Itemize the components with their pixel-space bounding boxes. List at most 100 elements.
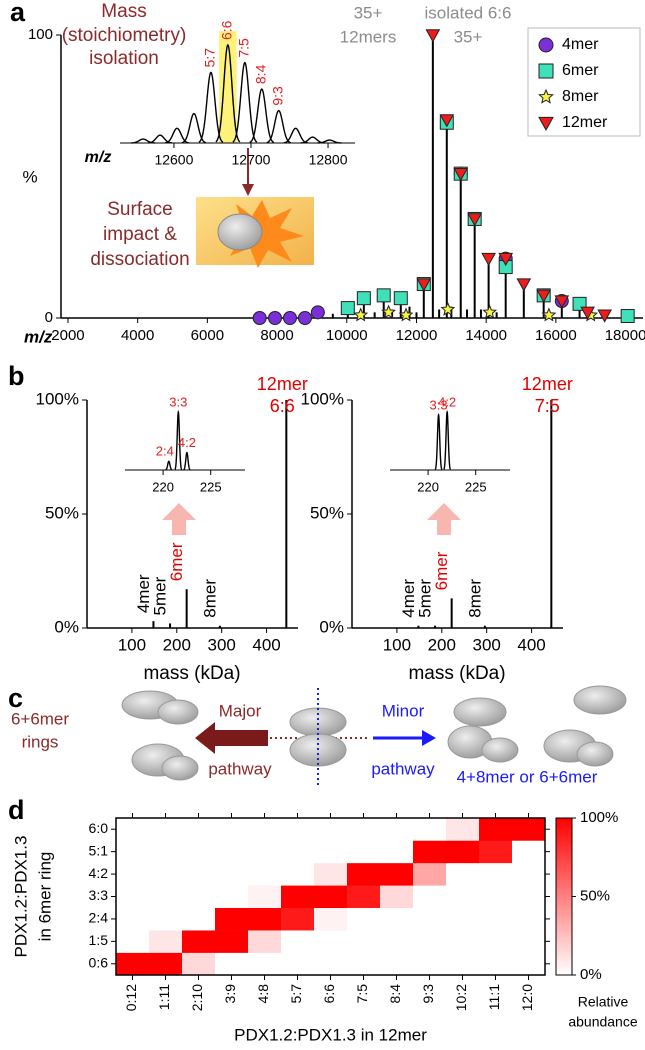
heat-cell: [116, 930, 150, 953]
heat-cell: [248, 840, 282, 864]
annotation: Surface: [107, 199, 172, 220]
peak-label: 7:5: [236, 38, 252, 58]
y-tick-label: 100%: [36, 389, 79, 408]
heat-cell: [512, 952, 546, 976]
x-tick-label: 10:2: [453, 984, 469, 1011]
peak: [266, 109, 291, 144]
panel-letter: c: [8, 683, 23, 713]
marker: [353, 307, 369, 322]
diagram-label: Minor: [382, 701, 425, 720]
heat-cell: [281, 840, 315, 864]
peak: [283, 127, 308, 144]
x-tick-label: 4:8: [255, 984, 271, 1004]
diagram-label: 4+8mer or 6+6mer: [457, 767, 598, 786]
heat-cell: [149, 907, 183, 931]
x-tick-label: 4000: [121, 327, 154, 344]
legend-marker: [538, 88, 554, 104]
peak-annotation: 6:6: [270, 396, 295, 416]
panel-letter: d: [8, 795, 25, 825]
heat-cell: [149, 885, 183, 909]
x-tick-label: 8000: [260, 327, 293, 344]
colorbar-label: Relative: [578, 994, 629, 1010]
heat-cell: [347, 952, 381, 976]
heat-cell: [512, 907, 546, 931]
heat-cell: [182, 885, 216, 909]
heat-cell: [281, 952, 315, 976]
diagram-label: 6+6mer: [11, 709, 69, 728]
peak-label: 9:3: [269, 86, 285, 106]
heat-cell: [149, 862, 183, 886]
heat-cell: [446, 930, 480, 953]
x-tick-label: 6:6: [321, 984, 337, 1004]
heat-cell: [413, 907, 447, 931]
heat-cell: [347, 885, 381, 909]
peak: [174, 410, 183, 470]
x-tick-label: 5:7: [288, 984, 304, 1004]
colorbar: [555, 817, 573, 976]
heat-cell: [479, 840, 513, 864]
x-tick-label: 1:11: [156, 984, 172, 1010]
marker: [482, 304, 498, 319]
marker: [398, 307, 414, 322]
heat-cell: [248, 885, 282, 909]
y-tick-label: 50%: [45, 503, 79, 522]
heat-cell: [215, 840, 249, 864]
annotation: (stoichiometry): [62, 25, 187, 46]
colorbar-label: abundance: [568, 1014, 638, 1030]
arrowhead: [422, 730, 436, 746]
marker: [536, 289, 552, 303]
heat-cell: [479, 818, 513, 841]
peak-label: 5mer: [416, 579, 435, 618]
legend-marker: [538, 37, 554, 53]
heat-cell: [182, 907, 216, 931]
y-axis-label: PDX1.2:PDX1.3: [11, 836, 30, 958]
x-tick-label: 220: [417, 479, 439, 494]
marker: [297, 311, 312, 325]
y-tick-label: 6:0: [89, 820, 109, 836]
x-tick-label: 12600: [154, 152, 193, 168]
heat-cell: [512, 885, 546, 909]
heat-cell: [512, 818, 546, 841]
marker: [393, 291, 408, 306]
y-tick-label: 0%: [54, 617, 79, 636]
y-tick-label: 0:6: [89, 954, 109, 970]
heat-cell: [347, 840, 381, 864]
y-axis-label: in 6mer ring: [35, 852, 54, 942]
heat-cell: [116, 907, 150, 931]
heat-cell: [314, 885, 348, 909]
annotation: isolated 6:6: [425, 3, 512, 22]
heat-cell: [248, 907, 282, 931]
x-tick-label: 12700: [232, 152, 271, 168]
heat-cell: [215, 907, 249, 931]
legend-marker: [538, 116, 554, 132]
complex: [217, 213, 263, 251]
peak-label: 8:4: [252, 64, 268, 84]
legend-label: 12mer: [562, 114, 608, 131]
peak-label: 3:3: [169, 394, 187, 409]
heat-cell: [314, 818, 348, 841]
heat-cell: [380, 818, 414, 841]
marker: [416, 278, 432, 292]
heat-cell: [215, 818, 249, 841]
heat-cell: [182, 862, 216, 886]
heat-cell: [479, 952, 513, 976]
peak-label: 5mer: [151, 576, 170, 615]
x-tick-label: 400: [517, 635, 545, 654]
heat-cell: [380, 952, 414, 976]
heat-cell: [446, 818, 480, 841]
marker: [453, 167, 469, 182]
peak: [443, 410, 452, 470]
x-tick-label: 12800: [309, 152, 348, 168]
y-tick-label: 100%: [301, 389, 344, 408]
peak: [183, 451, 191, 471]
arrow: [427, 503, 461, 535]
marker: [467, 213, 483, 227]
marker: [282, 311, 297, 325]
marker: [425, 29, 441, 43]
annotation: Mass: [101, 1, 146, 22]
heat-cell: [314, 907, 348, 931]
heat-cell: [314, 930, 348, 953]
heat-cell: [512, 930, 546, 953]
x-tick-label: 14000: [465, 327, 507, 344]
peak: [181, 112, 207, 144]
